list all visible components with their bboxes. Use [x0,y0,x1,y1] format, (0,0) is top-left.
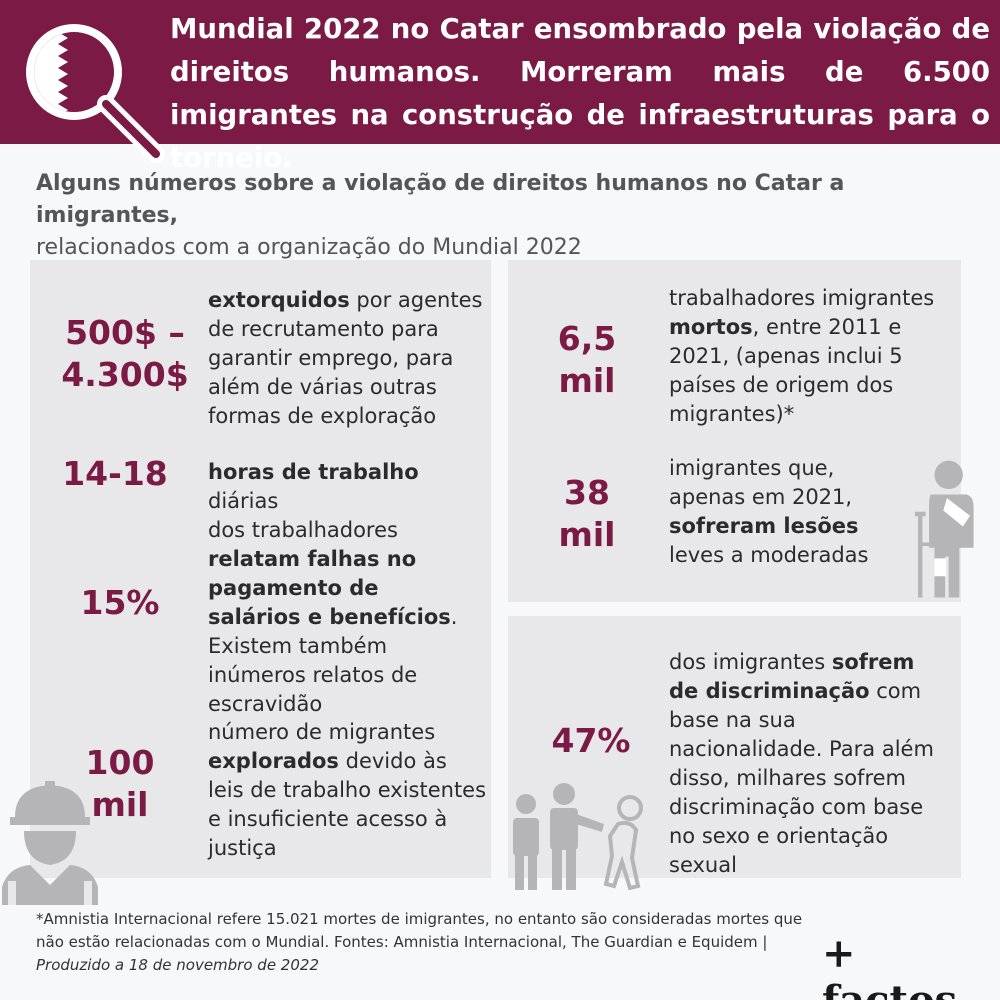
stat-exploited-text: número de migrantes explorados devido às… [208,720,487,860]
magnifier-qatar-flag-icon [26,24,165,163]
subtitle-bold: Alguns números sobre a violação de direi… [36,171,845,228]
footnote-produced: Produzido a 18 de novembro de 2022 [36,956,319,974]
stat-deaths-text: trabalhadores imigrantes mortos, entre 2… [669,286,935,426]
stat-injuries-text: imigrantes que, apenas em 2021, sofreram… [669,456,869,567]
stat-extortion-amount: 500$ –4.300$ [61,313,189,394]
injured-worker-crutch-icon [914,460,974,598]
stats-card-right-top: 6,5 mil trabalhadores imigrantes mortos, … [508,260,961,602]
discrimination-people-icon [513,783,643,891]
header-banner: Mundial 2022 no Catar ensombrado pela vi… [0,0,1000,174]
subtitle-normal: relacionados com a organização do Mundia… [36,235,582,260]
brand-logo: + factos [822,930,957,1000]
stat-wage-percent: 15% [80,583,160,622]
stat-deaths: 6,5 mil [557,319,617,400]
footnote-text: *Amnistia Internacional refere 15.021 mo… [36,910,803,951]
stat-extortion-text: extorquidos por agentes de recrutamento … [208,288,483,428]
stats-card-right-bottom: 47% dos imigrantes sofrem de discriminaç… [508,616,961,878]
stat-wage-text: dos trabalhadores relatam falhas no paga… [208,518,458,716]
stat-injuries: 38 mil [558,473,616,554]
footnote: *Amnistia Internacional refere 15.021 mo… [36,908,816,977]
stat-discrimination-text: dos imigrantes sofrem de discriminação c… [669,650,934,877]
stats-card-left: 500$ –4.300$ extorquidos por agentes de … [30,260,491,878]
subtitle: Alguns números sobre a violação de direi… [36,168,986,264]
header-title: Mundial 2022 no Catar ensombrado pela vi… [170,13,990,174]
stat-exploited-count: 100 mil [85,743,155,824]
stat-hours: 14-18 [62,454,168,493]
construction-worker-icon [2,781,98,905]
stat-hours-text: horas de trabalho diárias [208,460,419,513]
stat-discrimination: 47% [551,721,631,760]
